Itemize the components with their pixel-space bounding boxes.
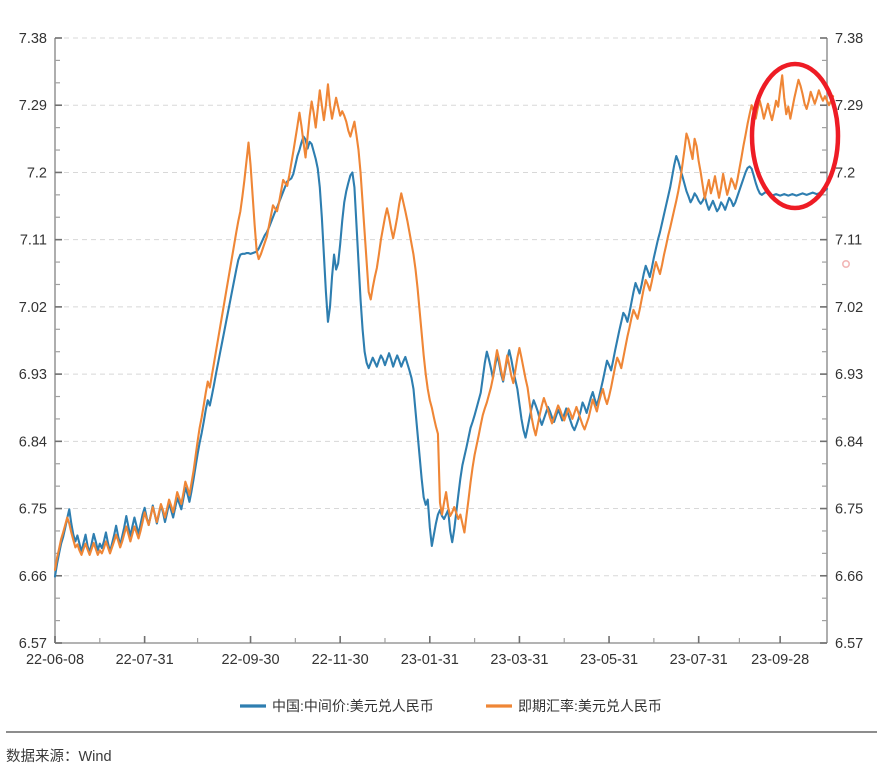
y-axis-tick-label-left: 7.02 (19, 300, 47, 316)
y-axis-tick-label-left: 6.66 (19, 569, 47, 585)
y-axis-tick-label-right: 6.93 (835, 367, 863, 383)
y-axis-tick-label-right: 7.38 (835, 31, 863, 47)
y-axis-tick-label-right: 6.75 (835, 502, 863, 518)
y-axis-tick-label-right: 7.2 (835, 165, 855, 181)
y-axis-tick-label-left: 6.93 (19, 367, 47, 383)
y-axis-tick-label-right: 7.29 (835, 98, 863, 114)
x-axis-tick-label: 22-09-30 (222, 652, 280, 668)
legend-label-0: 中国:中间价:美元兑人民币 (272, 698, 434, 714)
footer-divider (6, 731, 877, 733)
x-axis-tick-label: 23-01-31 (401, 652, 459, 668)
y-axis-tick-label-left: 6.84 (19, 434, 47, 450)
y-axis-tick-label-left: 6.57 (19, 636, 47, 652)
y-axis-tick-label-left: 6.75 (19, 502, 47, 518)
y-axis-tick-label-left: 7.11 (20, 233, 47, 249)
y-axis-tick-label-right: 7.02 (835, 300, 863, 316)
source-note: 数据来源：Wind (6, 749, 112, 765)
series-line-spotrate (53, 74, 835, 571)
x-axis-tick-label: 23-09-28 (751, 652, 809, 668)
y-axis-tick-label-right: 7.11 (835, 233, 862, 249)
y-axis-tick-label-left: 7.2 (27, 165, 47, 181)
x-axis-tick-label: 22-07-31 (116, 652, 174, 668)
marker-dot-artifact (841, 259, 850, 268)
y-axis-tick-label-right: 6.84 (835, 434, 863, 450)
legend-label-1: 即期汇率:美元兑人民币 (518, 698, 662, 714)
x-axis-tick-label: 23-03-31 (490, 652, 548, 668)
x-axis-tick-label: 22-06-08 (26, 652, 84, 668)
highlight-ellipse-annotation (749, 61, 841, 211)
y-axis-tick-label-right: 6.66 (835, 569, 863, 585)
x-axis-tick-label: 23-07-31 (670, 652, 728, 668)
y-axis-tick-label-left: 7.29 (19, 98, 47, 114)
y-axis-tick-label-left: 7.38 (19, 31, 47, 47)
x-axis-tick-label: 23-05-31 (580, 652, 638, 668)
x-axis-tick-label: 22-11-30 (312, 652, 369, 668)
y-axis-tick-label-right: 6.57 (835, 636, 863, 652)
